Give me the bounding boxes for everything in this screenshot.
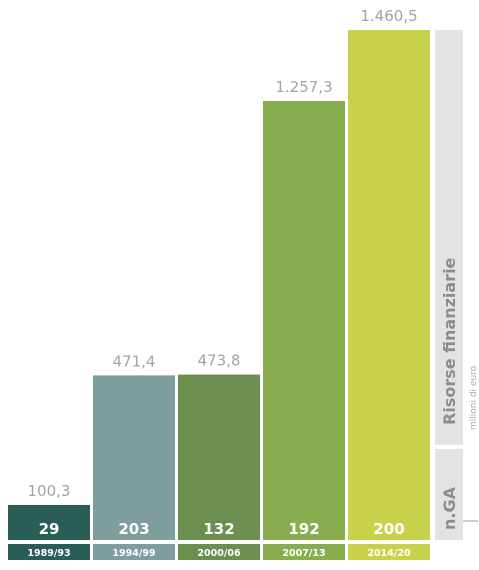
bar-2014-20 [348,30,430,540]
count-label: 200 [373,520,404,538]
period-strip [348,544,430,560]
side-panel-groups [435,449,463,540]
period-strip [8,544,90,560]
value-label: 1.257,3 [275,78,332,96]
count-label: 29 [39,520,60,538]
side-panel-resources [435,30,463,445]
groups-label: n.GA [440,486,459,530]
period-label: 1994/99 [112,548,155,559]
period-label: 2014/20 [367,548,411,559]
period-label: 2000/06 [197,548,241,559]
period-strip [178,544,260,560]
period-label: 2007/13 [282,548,325,559]
value-label: 1.460,5 [360,7,417,25]
count-label: 203 [118,520,149,538]
resources-label: Risorse finanziarie [440,257,459,425]
period-strip [263,544,345,560]
period-label: 1989/93 [27,548,70,559]
bar-1994-99 [93,375,175,540]
bars-layer: 100,3 29 1989/93 471,4 203 1994/99 473,8 132 200… [8,7,430,560]
period-strip [93,544,175,560]
value-label: 100,3 [28,482,71,500]
bar-2007-13 [263,100,345,541]
bar-1989-93 [8,504,90,540]
bar-2000-06 [178,374,260,540]
value-label: 471,4 [113,352,156,370]
count-label: 192 [288,520,319,538]
count-label: 132 [203,520,234,538]
unit-label: milioni di euro [469,365,479,430]
value-label: 473,8 [198,352,241,370]
